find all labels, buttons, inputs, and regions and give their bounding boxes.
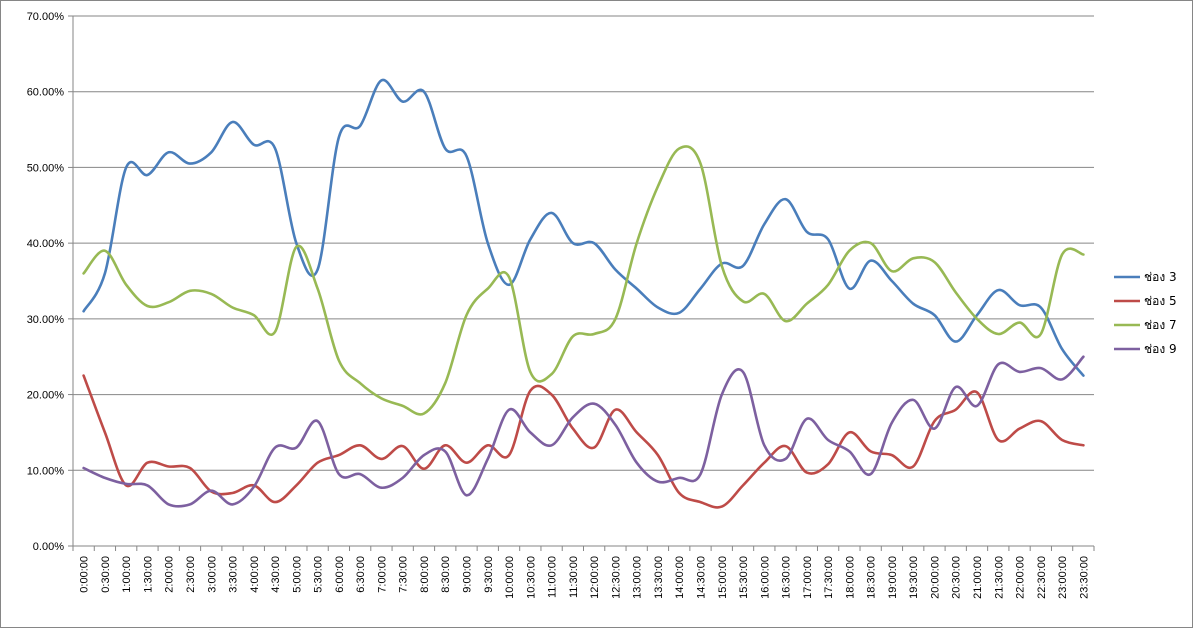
x-tick-label: 2:30:00 [185, 556, 197, 593]
x-tick-label: 17:00:00 [802, 556, 814, 599]
legend-label: ช่อง 5 [1144, 294, 1177, 308]
x-tick-label: 5:00:00 [291, 556, 303, 593]
series-lines [82, 78, 1085, 509]
x-tick-label: 21:00:00 [972, 556, 984, 599]
x-tick-label: 17:30:00 [823, 556, 835, 599]
series-line-3 [82, 145, 1085, 416]
legend: ช่อง 3 ช่อง 5 ช่อง 7 ช่อง 9 [1114, 270, 1177, 356]
x-tick-label: 13:30:00 [653, 556, 665, 599]
y-tick-label: 50.00% [27, 162, 65, 174]
legend-label: ช่อง 9 [1144, 342, 1177, 356]
x-tick-label: 10:00:00 [504, 556, 516, 599]
x-tick-label: 19:30:00 [908, 556, 920, 599]
x-tick-label: 22:30:00 [1036, 556, 1048, 599]
x-tick-label: 15:00:00 [717, 556, 729, 599]
x-tick-label: 4:30:00 [270, 556, 282, 593]
y-tick-label: 30.00% [27, 314, 65, 326]
series-line-1 [82, 78, 1085, 377]
x-tick-label: 0:30:00 [100, 556, 112, 593]
x-tick-label: 7:30:00 [398, 556, 410, 593]
y-tick-label: 20.00% [27, 390, 65, 402]
y-tick-label: 10.00% [27, 465, 65, 477]
x-tick-label: 16:00:00 [759, 556, 771, 599]
x-tick-label: 13:00:00 [632, 556, 644, 599]
x-tick-label: 11:30:00 [568, 556, 580, 598]
x-tick-label: 7:00:00 [376, 556, 388, 593]
x-tick-label: 20:00:00 [929, 556, 941, 599]
x-tick-label: 0:00:00 [79, 556, 91, 593]
x-tick-label: 6:00:00 [334, 556, 346, 593]
x-tick-label: 8:30:00 [440, 556, 452, 593]
x-tick-label: 11:00:00 [547, 556, 559, 598]
x-tick-label: 12:30:00 [610, 556, 622, 599]
gridlines [73, 15, 1094, 471]
x-tick-label: 4:00:00 [249, 556, 261, 593]
x-tick-label: 3:00:00 [206, 556, 218, 593]
y-tick-label: 70.00% [27, 11, 65, 23]
x-tick-label: 20:30:00 [951, 556, 963, 599]
x-tick-label: 2:00:00 [164, 556, 176, 593]
legend-label: ช่อง 7 [1144, 318, 1177, 332]
x-tick-label: 22:00:00 [1015, 556, 1027, 599]
x-tick-label: 9:00:00 [462, 556, 474, 593]
legend-label: ช่อง 3 [1144, 270, 1177, 284]
x-tick-label: 15:30:00 [738, 556, 750, 599]
x-tick-label: 3:30:00 [228, 556, 240, 593]
y-tick-label: 60.00% [27, 87, 65, 99]
x-tick-label: 19:00:00 [887, 556, 899, 599]
y-tick-label: 0.00% [33, 541, 64, 553]
x-tick-label: 8:00:00 [419, 556, 431, 593]
x-tick-label: 21:30:00 [993, 556, 1005, 599]
x-tick-label: 10:30:00 [525, 556, 537, 599]
series-line-2 [82, 374, 1085, 509]
x-tick-label: 5:30:00 [313, 556, 325, 593]
x-tick-label: 23:30:00 [1078, 556, 1090, 599]
x-tick-label: 16:30:00 [781, 556, 793, 599]
x-tick-label: 1:00:00 [121, 556, 133, 593]
x-tick-label: 18:30:00 [866, 556, 878, 599]
axes: 0.00% 10.00% 20.00% 30.00% 40.00% 50.00% 60.00… [27, 11, 1095, 599]
x-tick-label: 14:00:00 [674, 556, 686, 599]
x-tick-label: 9:30:00 [483, 556, 495, 593]
x-tick-label: 1:30:00 [142, 556, 154, 593]
x-tick-label: 18:00:00 [844, 556, 856, 599]
x-tick-label: 12:00:00 [589, 556, 601, 599]
x-tick-label: 23:00:00 [1057, 556, 1069, 599]
series-line-4 [82, 355, 1085, 508]
x-tick-label: 14:30:00 [695, 556, 707, 599]
y-tick-label: 40.00% [27, 238, 65, 250]
x-tick-label: 6:30:00 [355, 556, 367, 593]
